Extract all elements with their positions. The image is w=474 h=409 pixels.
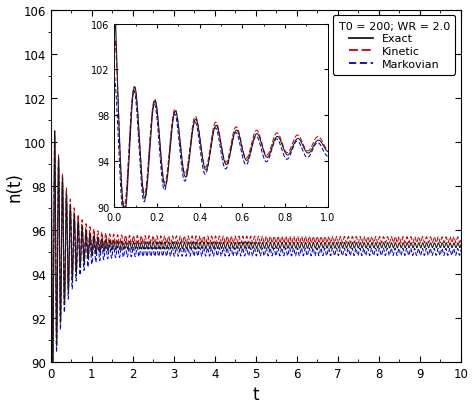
Y-axis label: n(t): n(t) <box>6 171 24 201</box>
X-axis label: t: t <box>253 386 259 403</box>
Legend: Exact, Kinetic, Markovian: Exact, Kinetic, Markovian <box>333 16 456 75</box>
